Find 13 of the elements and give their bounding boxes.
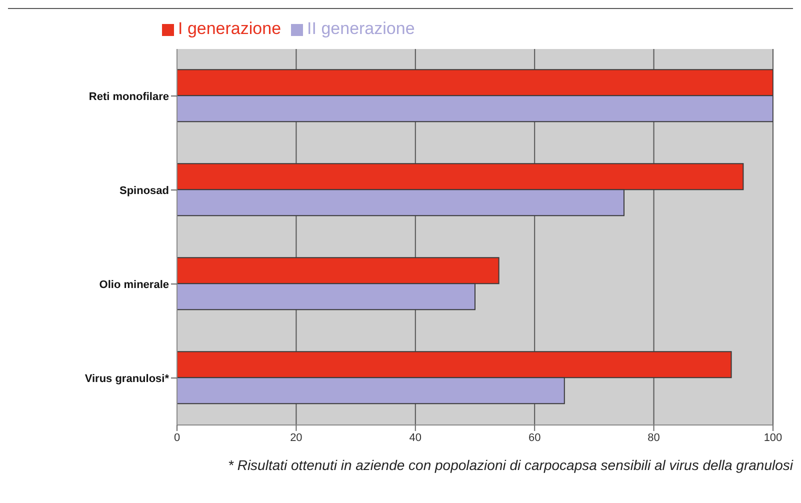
y-tick-label: Spinosad [119,184,169,197]
text: * Risultati ottenuti in aziende con popolazioni di carpocapsa sensibili al virus della granulosi [227,457,793,473]
y-tick-label: Olio minerale [99,278,169,291]
legend-label: II generazione [307,19,415,38]
x-tick-label: 0 [174,432,180,444]
x-tick-label: 100 [764,432,782,444]
legend-label: I generazione [178,19,282,38]
y-tick-label: Virus granulosi* [84,372,170,385]
x-tick-label: 60 [528,432,541,444]
x-tick-label: 40 [409,432,422,444]
x-tick-label: 20 [290,432,302,444]
x-tick-label: 80 [648,432,660,444]
y-tick-label: Reti monofilare [88,90,169,103]
